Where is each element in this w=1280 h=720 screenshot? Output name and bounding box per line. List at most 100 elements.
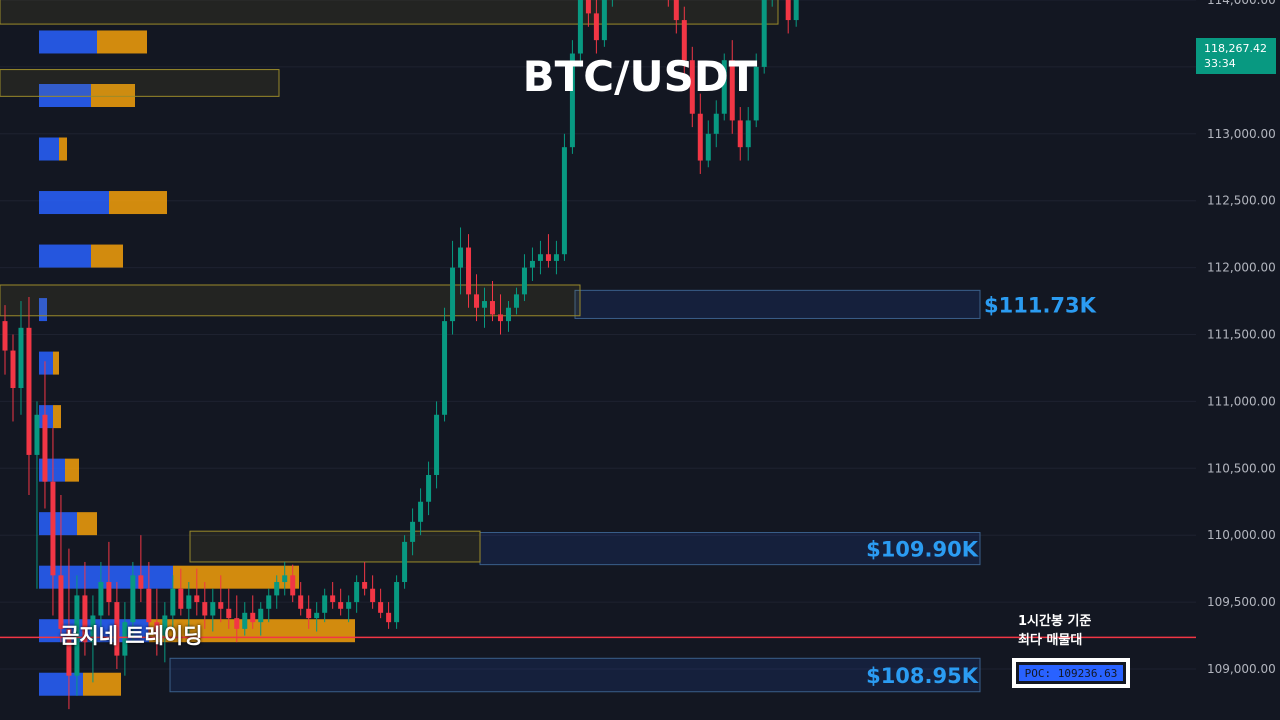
candle-body — [482, 301, 488, 308]
price-tick-label: 113,000.00 — [1207, 127, 1276, 141]
candle-body — [202, 602, 208, 616]
candle-body — [577, 0, 583, 54]
candle-body — [705, 133, 711, 161]
last-price-badge[interactable]: 118,267.42 33:34 — [1196, 38, 1276, 74]
candle-body — [537, 254, 543, 261]
candle-body — [729, 60, 735, 121]
price-tick-label: 110,000.00 — [1207, 528, 1276, 542]
candle-body — [330, 595, 336, 603]
candle-body — [593, 13, 599, 41]
candle-body — [90, 615, 96, 643]
candle-body — [362, 582, 368, 589]
candle-body — [497, 314, 503, 322]
candle-body — [162, 615, 168, 636]
candle-body — [258, 608, 264, 623]
candle-body — [218, 602, 224, 609]
profile-buy-bar — [39, 351, 53, 375]
profile-sell-bar — [97, 30, 147, 54]
level-label: $108.95K — [866, 664, 979, 688]
candle-body — [66, 628, 72, 676]
supply-zone — [0, 69, 280, 97]
candle-body — [194, 595, 200, 603]
level-zone — [169, 657, 981, 693]
price-tick-label: 111,500.00 — [1207, 328, 1276, 342]
profile-sell-bar — [59, 137, 67, 161]
candle-body — [545, 254, 551, 261]
candle-body — [178, 588, 184, 609]
candle-body — [585, 0, 591, 14]
price-tick-label: 112,000.00 — [1207, 261, 1276, 275]
level-label-layer: $114.52K$111.73K$109.90K$108.95K — [866, 293, 1097, 688]
candle-body — [753, 66, 759, 121]
candle-body — [154, 622, 160, 636]
candle-body — [721, 60, 727, 114]
profile-buy-bar — [39, 244, 91, 268]
candle-body — [553, 254, 559, 261]
candle-body — [106, 582, 112, 603]
candle-body — [513, 294, 519, 308]
level-zone — [574, 289, 981, 319]
price-tick-label: 111,000.00 — [1207, 394, 1276, 408]
candle-body — [146, 588, 152, 623]
level-label: $111.73K — [984, 293, 1097, 317]
candle-body — [505, 307, 511, 322]
candle-body — [490, 301, 495, 315]
candle-body — [2, 321, 8, 351]
profile-sell-bar — [53, 351, 59, 375]
profile-buy-bar — [39, 137, 59, 161]
candle-body — [793, 0, 799, 21]
candle-body — [266, 595, 272, 609]
candle-body — [58, 575, 64, 629]
candle-body — [42, 414, 48, 482]
candle-body — [50, 481, 56, 576]
candle-body — [242, 612, 248, 629]
candle-body — [82, 595, 88, 643]
supply-zone — [0, 0, 779, 25]
candle-body — [10, 350, 16, 389]
price-axis[interactable]: 108,500.00109,000.00109,500.00110,000.00… — [1207, 0, 1276, 720]
candle-countdown: 33:34 — [1204, 57, 1236, 70]
candle-body — [697, 113, 703, 161]
profile-sell-bar — [91, 83, 135, 107]
candle-body — [386, 612, 392, 623]
price-tick-label: 112,500.00 — [1207, 194, 1276, 208]
candle-body — [282, 575, 288, 583]
candle-body — [170, 588, 176, 616]
grid-layer — [0, 0, 1196, 670]
candle-body — [34, 414, 40, 455]
candle-body — [601, 0, 607, 41]
candle-body — [122, 622, 128, 656]
profile-sell-bar — [109, 191, 167, 215]
poc-label-box: POC: 109236.63 — [1012, 658, 1130, 688]
supply-zone — [189, 530, 481, 563]
chart-title: BTC/USDT — [522, 52, 758, 101]
profile-buy-bar — [39, 83, 91, 107]
candle-body — [98, 582, 104, 616]
candle-body — [673, 0, 679, 21]
candle-body — [410, 521, 416, 542]
price-tick-label: 109,500.00 — [1207, 595, 1276, 609]
candle-layer — [2, 0, 799, 710]
candle-body — [466, 247, 472, 295]
profile-sell-bar — [65, 458, 79, 482]
candle-body — [521, 267, 527, 295]
candle-body — [713, 113, 719, 134]
candle-body — [130, 575, 136, 623]
candle-body — [569, 53, 575, 148]
candle-body — [561, 147, 567, 255]
candle-body — [114, 602, 120, 656]
candle-body — [274, 582, 280, 596]
candle-body — [745, 120, 751, 148]
candle-body — [234, 618, 240, 629]
candle-body — [681, 20, 687, 61]
profile-sell-bar — [83, 672, 121, 696]
candle-body — [250, 612, 256, 623]
profile-buy-bar — [39, 191, 109, 215]
supply-zone — [0, 284, 581, 317]
poc-note-line2: 최다 매물대 — [1018, 633, 1083, 648]
profile-buy-bar — [39, 512, 77, 536]
candle-body — [689, 60, 695, 114]
candle-body — [346, 602, 352, 609]
candle-body — [226, 608, 232, 619]
